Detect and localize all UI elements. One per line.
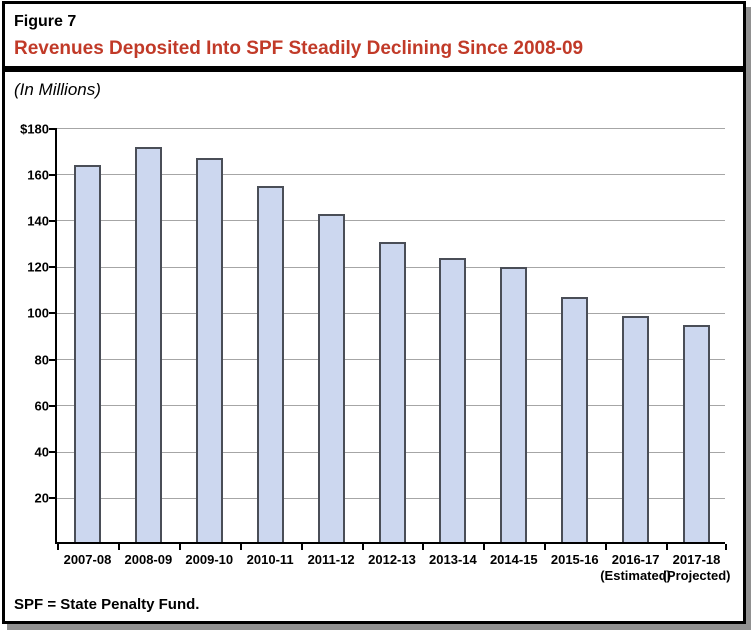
bar-2014-15: [500, 266, 528, 542]
x-axis-sublabel-text: (Estimated): [600, 568, 672, 583]
bar-2010-11: [256, 186, 284, 542]
x-axis-label-2015-16: 2015-16: [533, 552, 617, 568]
x-axis-year-text: 2010-11: [246, 552, 294, 567]
x-axis-year-text: 2013-14: [429, 552, 477, 567]
x-axis-tick-5: [361, 544, 364, 550]
y-axis-tick-40: [49, 451, 57, 454]
x-axis-tick-3: [239, 544, 242, 550]
bar-2011-12: [317, 213, 345, 542]
units-subtitle: (In Millions): [14, 80, 101, 99]
y-axis-tick-120: [49, 266, 57, 269]
gridline-160: [57, 174, 725, 176]
x-axis-year-text: 2012-13: [368, 552, 416, 567]
x-axis-tick-7: [483, 544, 486, 550]
x-axis-year-text: 2008-09: [124, 552, 173, 567]
y-axis-label-40: 40: [34, 444, 49, 460]
bar-2015-16: [561, 297, 589, 542]
gridline-180: [57, 128, 725, 129]
x-axis-year-text: 2016-17: [611, 552, 660, 567]
y-axis-label-180: $180: [20, 121, 49, 136]
x-axis-year-text: 2011-12: [307, 552, 355, 567]
x-axis-year-text: 2014-15: [489, 552, 538, 567]
figure-title: Revenues Deposited Into SPF Steadily Dec…: [14, 38, 584, 59]
figure-number-label: Figure 7: [14, 13, 77, 30]
x-axis-tick-8: [544, 544, 547, 550]
x-axis-tick-10: [666, 544, 669, 550]
x-axis-tick-4: [300, 544, 303, 550]
bar-2007-08: [73, 165, 101, 542]
y-axis-label-80: 80: [34, 352, 49, 368]
x-axis-label-2009-10: 2009-10: [167, 552, 251, 568]
y-axis-label-100: 100: [27, 305, 49, 321]
x-axis-year-text: 2007-08: [63, 552, 112, 567]
x-axis-tick-0: [57, 544, 59, 550]
x-axis-tick-11: [725, 544, 727, 550]
bar-2016-17: [622, 315, 650, 542]
y-axis-label-60: 60: [34, 398, 49, 414]
x-axis-label-2014-15: 2014-15: [472, 552, 556, 568]
y-axis-label-120: 120: [27, 259, 49, 275]
x-axis-year-text: 2009-10: [185, 552, 234, 567]
y-axis-tick-140: [49, 219, 57, 222]
x-axis-label-2011-12: 2011-12: [289, 552, 373, 568]
x-axis-label-2012-13: 2012-13: [350, 552, 434, 568]
x-axis-tick-9: [605, 544, 608, 550]
x-axis-label-2017-18: 2017-18 (Projected): [655, 552, 739, 584]
x-axis-tick-2: [178, 544, 181, 550]
y-axis-label-140: 140: [27, 213, 49, 229]
y-axis-tick-100: [49, 312, 57, 315]
gridline-140: [57, 220, 725, 222]
figure-frame: Figure 7 Revenues Deposited Into SPF Ste…: [2, 1, 746, 624]
title-divider-rule: [5, 66, 743, 72]
x-axis-year-text: 2017-18: [672, 552, 721, 567]
x-axis-label-2013-14: 2013-14: [411, 552, 495, 568]
bar-2008-09: [134, 146, 162, 542]
y-axis-tick-180: [49, 127, 57, 130]
y-axis-label-20: 20: [34, 490, 49, 506]
y-axis-label-160: 160: [27, 167, 49, 183]
bar-2017-18: [683, 324, 711, 542]
x-axis-sublabel-text: (Projected): [662, 568, 731, 583]
y-axis-tick-20: [49, 497, 57, 500]
x-axis-label-2010-11: 2010-11: [228, 552, 312, 568]
bar-2013-14: [439, 257, 467, 542]
x-axis-year-text: 2015-16: [550, 552, 599, 567]
bar-2009-10: [195, 158, 223, 542]
y-axis-tick-60: [49, 404, 57, 407]
y-axis-tick-160: [49, 173, 57, 176]
x-axis-tick-6: [422, 544, 425, 550]
spf-footnote: SPF = State Penalty Fund.: [14, 596, 200, 613]
x-axis-label-2016-17: 2016-17 (Estimated): [594, 552, 678, 584]
y-axis-tick-80: [49, 358, 57, 361]
x-axis-label-2008-09: 2008-09: [106, 552, 190, 568]
x-axis-tick-1: [117, 544, 120, 550]
bar-2012-13: [378, 241, 406, 542]
x-axis-label-2007-08: 2007-08: [45, 552, 129, 568]
bar-chart-plot-area: $180 160 140 120 100 80 60 40 20 2007-08 2008-09 20…: [20, 121, 730, 583]
